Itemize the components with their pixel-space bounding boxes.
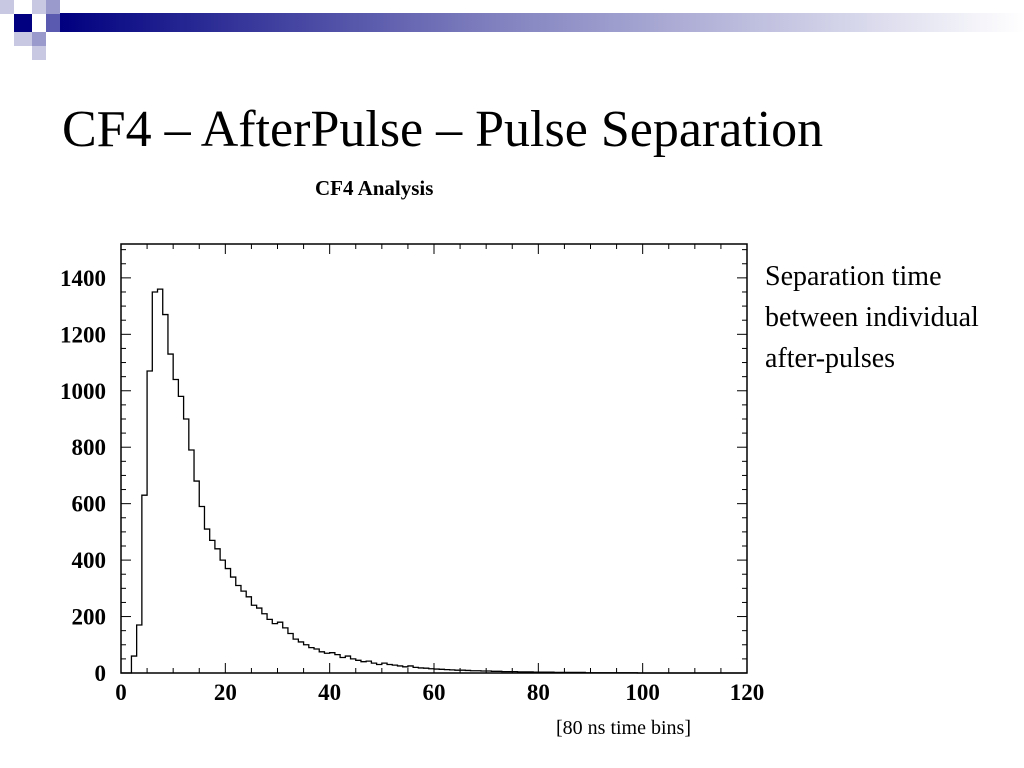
y-tick-label: 600 <box>72 492 107 517</box>
x-tick-label: 20 <box>214 680 237 705</box>
y-tick-label: 0 <box>95 661 107 686</box>
deco-square <box>14 14 32 32</box>
deco-square <box>0 0 14 14</box>
y-tick-label: 800 <box>72 435 107 460</box>
deco-square <box>32 0 46 14</box>
deco-square <box>46 14 60 32</box>
x-axis-unit-note: [80 ns time bins] <box>556 717 691 739</box>
x-tick-label: 0 <box>115 680 127 705</box>
slide-title: CF4 – AfterPulse – Pulse Separation <box>62 101 824 158</box>
y-tick-label: 1400 <box>60 266 106 291</box>
plot-frame <box>120 243 748 674</box>
x-tick-label: 100 <box>625 680 660 705</box>
x-tick-label: 60 <box>423 680 446 705</box>
histogram-series <box>121 288 747 674</box>
deco-square <box>32 46 46 60</box>
x-tick-label: 80 <box>527 680 550 705</box>
deco-square <box>32 32 46 46</box>
y-tick-label: 1000 <box>60 379 106 404</box>
deco-square <box>46 0 60 14</box>
y-tick-label: 200 <box>72 605 107 630</box>
x-tick-label: 40 <box>318 680 341 705</box>
x-tick-label: 120 <box>730 680 765 705</box>
side-note: Separation time between individual after… <box>765 261 979 374</box>
deco-bar <box>60 13 1024 32</box>
y-tick-label: 400 <box>72 548 107 573</box>
slide-decoration <box>0 0 1024 60</box>
deco-square <box>14 32 32 46</box>
y-tick-label: 1200 <box>60 322 106 347</box>
chart-title: CF4 Analysis <box>315 176 434 200</box>
